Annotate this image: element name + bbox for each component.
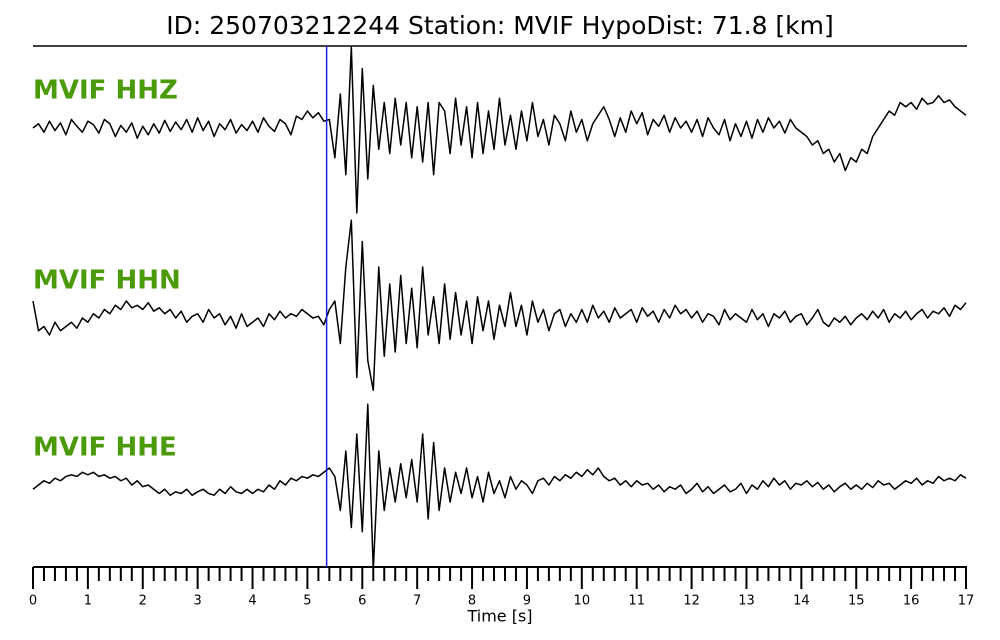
trace-label: MVIF HHN	[33, 266, 181, 296]
trace	[32, 403, 967, 571]
x-tick-label: 13	[738, 594, 755, 609]
x-tick-label: 3	[194, 594, 202, 609]
x-tick-label: 17	[958, 594, 975, 609]
x-tick-label: 7	[413, 594, 421, 609]
x-tick-label: 12	[683, 594, 700, 609]
x-tick-label: 2	[139, 594, 147, 609]
x-tick-label: 14	[793, 594, 810, 609]
x-tick-label: 16	[903, 594, 920, 609]
x-tick-label: 8	[468, 594, 476, 609]
x-tick-label: 10	[574, 594, 591, 609]
trace	[32, 46, 967, 214]
x-tick-label: 0	[29, 594, 37, 609]
x-tick-label: 1	[84, 594, 92, 609]
x-tick-label: 5	[303, 594, 311, 609]
trace	[32, 219, 967, 391]
chart-title: ID: 250703212244 Station: MVIF HypoDist:…	[166, 11, 834, 40]
x-axis-label: Time [s]	[466, 607, 532, 626]
trace-label: MVIF HHE	[33, 433, 177, 463]
x-tick-label: 6	[358, 594, 366, 609]
x-tick-label: 11	[628, 594, 645, 609]
x-tick-label: 15	[848, 594, 865, 609]
x-tick-label: 9	[523, 594, 531, 609]
trace-label: MVIF HHZ	[33, 76, 178, 106]
x-tick-label: 4	[248, 594, 256, 609]
